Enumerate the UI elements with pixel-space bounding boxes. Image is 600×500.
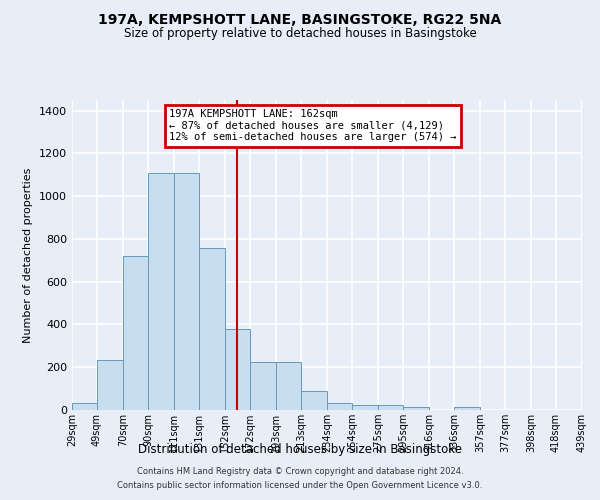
- Bar: [352, 404, 378, 410]
- Bar: [174, 172, 199, 410]
- Bar: [225, 329, 250, 410]
- Text: 197A KEMPSHOTT LANE: 162sqm
← 87% of detached houses are smaller (4,129)
12% of : 197A KEMPSHOTT LANE: 162sqm ← 87% of det…: [169, 110, 457, 142]
- Bar: [327, 403, 352, 410]
- Bar: [72, 402, 97, 410]
- Bar: [250, 362, 276, 410]
- Bar: [378, 406, 403, 410]
- Bar: [123, 256, 148, 410]
- Text: Contains public sector information licensed under the Open Government Licence v3: Contains public sector information licen…: [118, 481, 482, 490]
- Text: Contains HM Land Registry data © Crown copyright and database right 2024.: Contains HM Land Registry data © Crown c…: [137, 468, 463, 476]
- Bar: [403, 407, 429, 410]
- Text: 197A, KEMPSHOTT LANE, BASINGSTOKE, RG22 5NA: 197A, KEMPSHOTT LANE, BASINGSTOKE, RG22 …: [98, 12, 502, 26]
- Text: Size of property relative to detached houses in Basingstoke: Size of property relative to detached ho…: [124, 28, 476, 40]
- Bar: [97, 360, 123, 410]
- Text: Distribution of detached houses by size in Basingstoke: Distribution of detached houses by size …: [138, 442, 462, 456]
- Bar: [276, 362, 301, 410]
- Bar: [148, 172, 174, 410]
- Bar: [301, 391, 327, 410]
- Y-axis label: Number of detached properties: Number of detached properties: [23, 168, 34, 342]
- Bar: [199, 248, 225, 410]
- Bar: [454, 408, 480, 410]
